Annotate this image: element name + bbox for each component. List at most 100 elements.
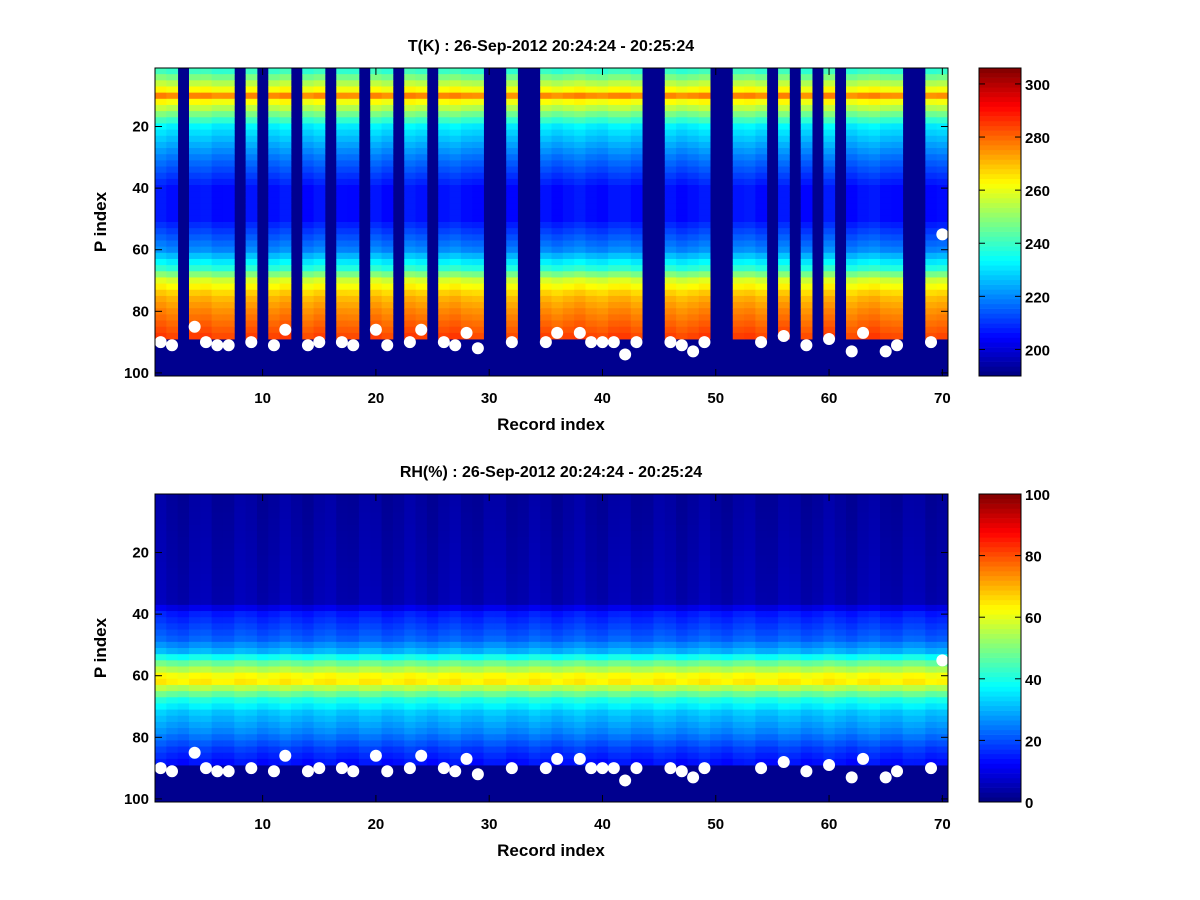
heatmap-cell [279,740,292,747]
heatmap-cell [755,648,768,655]
heatmap-cell [596,191,609,198]
heatmap-cell [313,555,326,563]
heatmap-cell [155,86,167,94]
heatmap-cell [846,326,858,334]
heatmap-cell [404,740,416,747]
heatmap-cell [676,203,688,211]
heatmap-cell [676,160,688,167]
heatmap-cell [732,160,745,167]
heatmap-cell [619,635,632,643]
heatmap-cell [551,537,564,544]
heatmap-cell [562,506,575,513]
surface-marker [857,326,870,339]
heatmap-cell [868,320,881,328]
heatmap-cell [766,555,779,563]
heatmap-cell [596,715,609,723]
heatmap-cell [823,598,836,606]
heatmap-cell [630,197,643,204]
heatmap-cell [630,512,643,520]
heatmap-cell [755,277,768,284]
colorbar-segment [979,212,1021,218]
heatmap-cell [755,641,768,649]
heatmap-cell [313,326,326,334]
heatmap-cell [630,543,643,550]
heatmap-cell [596,721,609,729]
heatmap-cell [324,641,337,649]
heatmap-cell [222,697,235,704]
heatmap-cell [766,752,779,760]
heatmap-cell [438,512,450,520]
heatmap-cell [256,598,269,606]
heatmap-cell [755,592,768,600]
heatmap-cell [823,277,836,284]
heatmap-cell [245,295,258,303]
heatmap-cell [630,580,643,587]
heatmap-cell [823,228,836,235]
heatmap-cell [370,684,382,692]
heatmap-cell [551,117,564,124]
heatmap-cell [596,623,609,630]
heatmap-cell [460,604,473,612]
heatmap-cell [268,537,281,544]
heatmap-cell [460,734,473,741]
heatmap-cell [324,740,337,747]
heatmap-cell [438,752,450,760]
heatmap-cell [211,98,224,106]
heatmap-cell [540,580,552,587]
heatmap-cell [211,68,224,75]
heatmap-cell [381,555,394,563]
heatmap-cell [608,537,620,544]
heatmap-cell [506,135,518,143]
heatmap-cell [766,654,779,661]
heatmap-cell [483,611,496,618]
heatmap-cell [268,252,281,260]
heatmap-cell [415,246,428,254]
heatmap-cell [370,666,382,674]
heatmap-cell [404,629,416,637]
heatmap-cell [381,203,394,211]
heatmap-cell [721,623,734,630]
heatmap-cell [721,561,734,569]
heatmap-cell [449,141,462,149]
heatmap-cell [596,574,609,581]
heatmap-cell [200,277,213,284]
heatmap-cell [608,92,620,100]
heatmap-cell [540,80,552,87]
heatmap-cell [449,234,462,241]
surface-marker [279,323,292,336]
surface-marker [267,339,280,352]
heatmap-cell [188,314,201,321]
heatmap-cell [551,728,564,735]
heatmap-cell [664,684,677,692]
heatmap-cell [426,666,439,674]
heatmap-cell [188,592,201,600]
heatmap-cell [574,246,586,254]
heatmap-cell [449,197,462,204]
heatmap-cell [449,660,462,667]
heatmap-cell [778,740,790,747]
heatmap-cell [664,289,677,297]
heatmap-cell [755,598,768,606]
heatmap-cell [755,678,768,686]
heatmap-cell [426,654,439,661]
heatmap-cell [438,172,450,180]
heatmap-cell [664,567,677,575]
heatmap-cell [891,68,904,75]
heatmap-cell [676,135,688,143]
heatmap-cell [800,524,813,532]
heatmap-cell [313,240,326,248]
heatmap-cell [166,684,179,692]
heatmap-cell [710,746,722,754]
heatmap-cell [268,635,281,643]
heatmap-cell [721,604,734,612]
heatmap-cell [460,80,473,87]
heatmap-cell [381,104,394,112]
colorbar-segment [979,202,1021,208]
heatmap-cell [732,277,745,284]
heatmap-cell [245,277,258,284]
heatmap-cell [336,506,348,513]
heatmap-cell [313,123,326,130]
heatmap-cell [642,617,654,624]
heatmap-cell [732,703,745,710]
heatmap-cell [562,129,575,137]
